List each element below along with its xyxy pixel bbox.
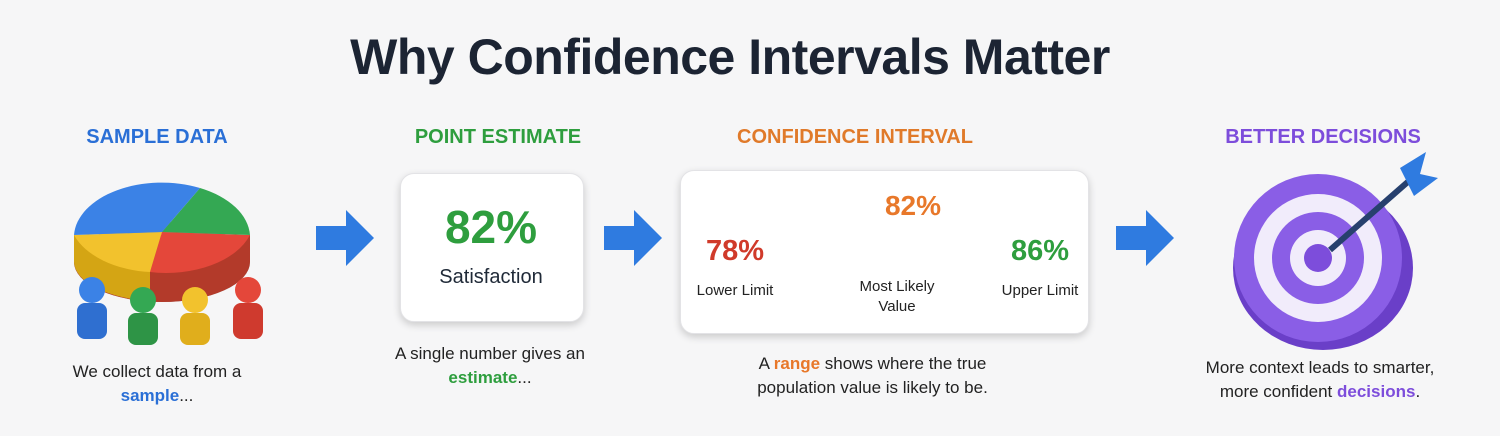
estimate-value: 82%: [444, 201, 538, 253]
caption-text: ...: [517, 368, 532, 387]
center-label: Most Likely Value: [859, 278, 935, 315]
center-value: 82%: [884, 190, 942, 221]
caption: More context leads to smarter, more conf…: [1205, 356, 1435, 404]
lower-label: Lower Limit: [696, 282, 774, 299]
caption-text: ...: [179, 386, 194, 405]
upper-value: 86%: [1010, 235, 1070, 267]
caption-highlight: range: [773, 354, 821, 373]
title: Why Confidence Intervals Matter: [350, 29, 1110, 85]
people-icon: [77, 277, 263, 345]
caption-text: .: [1415, 382, 1421, 401]
estimate-card: [400, 173, 584, 322]
upper-label: Upper Limit: [1001, 282, 1079, 299]
interval-card: [680, 170, 1089, 334]
step-heading: BETTER DECISIONS: [1225, 126, 1421, 148]
caption-text: More context leads to smarter, more conf…: [1205, 358, 1435, 401]
estimate-label: Satisfaction: [439, 266, 543, 288]
caption-text: A single number gives an: [395, 344, 585, 363]
step-heading: POINT ESTIMATE: [414, 126, 582, 148]
arrows: [316, 210, 1174, 266]
step-heading: SAMPLE DATA: [86, 126, 228, 148]
caption: A single number gives an estimate...: [385, 342, 595, 390]
step-heading: CONFIDENCE INTERVAL: [737, 126, 973, 148]
caption-text: A: [758, 354, 774, 373]
lower-value: 78%: [705, 235, 765, 267]
caption-highlight: decisions: [1337, 382, 1416, 401]
caption-text: We collect data from a: [72, 362, 242, 381]
caption: We collect data from a sample...: [67, 360, 247, 408]
caption: A range shows where the true population …: [730, 352, 1015, 400]
caption-highlight: estimate: [448, 368, 518, 387]
caption-highlight: sample: [120, 386, 180, 405]
caption-text: shows where the true population value is…: [757, 354, 988, 397]
target-icon: [1233, 152, 1438, 350]
